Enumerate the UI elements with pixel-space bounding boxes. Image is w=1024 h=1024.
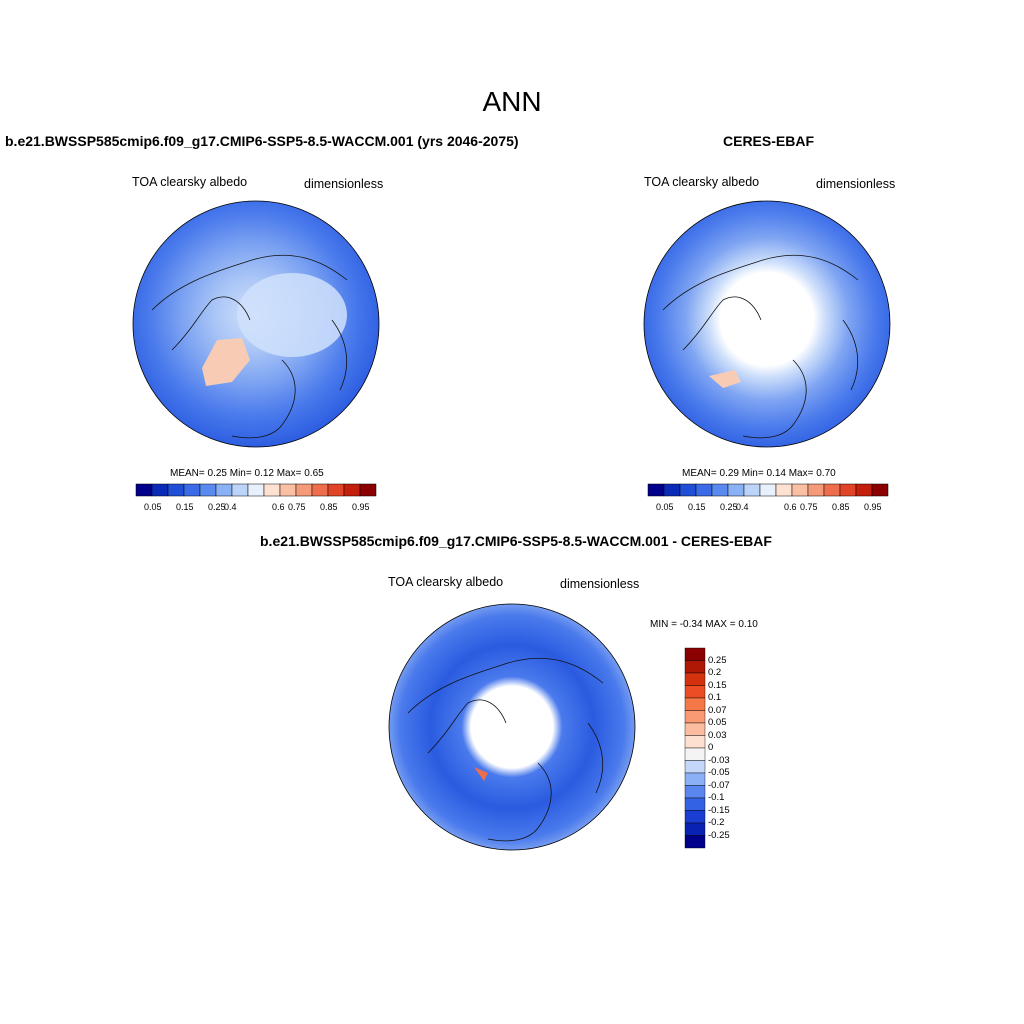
colorbar-swatch — [684, 685, 706, 699]
colorbar-tick-label: 0.07 — [708, 704, 727, 716]
colorbar-swatch — [684, 747, 706, 761]
colorbar-swatch — [871, 483, 889, 497]
panel3-colorbar — [684, 647, 706, 849]
colorbar-tick-label: 0.25 — [720, 502, 738, 512]
colorbar-swatch — [679, 483, 697, 497]
panel3-variable-label: TOA clearsky albedo — [388, 575, 504, 589]
panel2-stats: MEAN= 0.29 Min= 0.14 Max= 0.70 — [682, 468, 836, 479]
colorbar-tick-label: 0.03 — [708, 729, 727, 741]
colorbar-swatch — [327, 483, 345, 497]
colorbar-swatch — [743, 483, 761, 497]
colorbar-tick-label: -0.1 — [708, 792, 725, 803]
colorbar-tick-label: 0.6 — [784, 502, 797, 512]
colorbar-swatch — [684, 772, 706, 786]
colorbar-swatch — [183, 483, 201, 497]
colorbar-tick-label: 0.05 — [656, 502, 674, 512]
colorbar-swatch — [215, 483, 233, 497]
colorbar-swatch — [823, 483, 841, 497]
colorbar-swatch — [231, 483, 249, 497]
colorbar-tick-label: -0.07 — [708, 779, 730, 791]
colorbar-tick-label: 0.25 — [208, 502, 226, 512]
colorbar-swatch — [684, 722, 706, 736]
panel3-units-label: dimensionless — [560, 577, 640, 591]
colorbar-swatch — [279, 483, 297, 497]
colorbar-swatch — [684, 710, 706, 724]
colorbar-tick-label: 0.15 — [688, 502, 706, 512]
main-title: ANN — [482, 86, 542, 117]
panel1-variable-label: TOA clearsky albedo — [132, 175, 248, 189]
panel1-stats: MEAN= 0.25 Min= 0.12 Max= 0.65 — [170, 468, 324, 479]
colorbar-swatch — [343, 483, 361, 497]
colorbar-swatch — [263, 483, 281, 497]
colorbar-swatch — [151, 483, 169, 497]
colorbar-swatch — [684, 697, 706, 711]
colorbar-tick-label: 0.4 — [736, 502, 749, 512]
greenland-shape — [202, 338, 250, 386]
colorbar-swatch — [791, 483, 809, 497]
colorbar-swatch — [695, 483, 713, 497]
colorbar-tick-label: 0.85 — [320, 502, 338, 512]
colorbar-swatch — [663, 483, 681, 497]
colorbar-swatch — [807, 483, 825, 497]
panel1-title: b.e21.BWSSP585cmip6.f09_g17.CMIP6-SSP5-8… — [5, 133, 519, 149]
colorbar-tick-label: -0.25 — [708, 829, 730, 841]
colorbar-swatch — [684, 672, 706, 686]
colorbar-tick-label: -0.03 — [708, 754, 730, 766]
colorbar-tick-label: 0.1 — [708, 692, 722, 703]
colorbar-swatch — [759, 483, 777, 497]
colorbar-tick-label: 0.75 — [288, 502, 306, 512]
colorbar-swatch — [684, 660, 706, 674]
colorbar-tick-label: -0.05 — [708, 767, 730, 778]
colorbar-swatch — [839, 483, 857, 497]
colorbar-swatch — [684, 822, 706, 836]
colorbar-swatch — [727, 483, 745, 497]
colorbar-swatch — [684, 835, 706, 849]
colorbar-swatch — [295, 483, 313, 497]
panel2-units-label: dimensionless — [816, 177, 896, 191]
colorbar-tick-label: 0.85 — [832, 502, 850, 512]
colorbar-tick-label: 0.75 — [800, 502, 818, 512]
colorbar-tick-label: 0.4 — [224, 502, 237, 512]
panel1-polar-map — [132, 200, 380, 448]
colorbar-tick-label: 0.95 — [352, 502, 370, 512]
panel3-stats: MIN = -0.34 MAX = 0.10 — [650, 619, 758, 630]
panel2-title: CERES-EBAF — [723, 133, 815, 149]
colorbar-swatch — [199, 483, 217, 497]
colorbar-tick-label: 0.15 — [708, 679, 727, 691]
colorbar-tick-label: 0 — [708, 742, 714, 753]
colorbar-swatch — [167, 483, 185, 497]
colorbar-swatch — [711, 483, 729, 497]
panel1-units-label: dimensionless — [304, 177, 384, 191]
colorbar-tick-label: 0.05 — [144, 502, 162, 512]
colorbar-swatch — [855, 483, 873, 497]
panel2-variable-label: TOA clearsky albedo — [644, 175, 760, 189]
colorbar-swatch — [247, 483, 265, 497]
colorbar-tick-label: 0.6 — [272, 502, 285, 512]
colorbar-tick-label: 0.2 — [708, 667, 722, 678]
panel2-polar-map — [643, 200, 891, 448]
colorbar-swatch — [775, 483, 793, 497]
panel1-colorbar — [135, 483, 377, 497]
colorbar-swatch — [684, 647, 706, 661]
panel3-title: b.e21.BWSSP585cmip6.f09_g17.CMIP6-SSP5-8… — [260, 533, 772, 549]
colorbar-tick-label: 0.15 — [176, 502, 194, 512]
panel2-colorbar — [647, 483, 889, 497]
colorbar-swatch — [359, 483, 377, 497]
colorbar-swatch — [684, 735, 706, 749]
colorbar-swatch — [684, 760, 706, 774]
colorbar-tick-label: 0.05 — [708, 717, 727, 728]
colorbar-tick-label: 0.95 — [864, 502, 882, 512]
colorbar-swatch — [311, 483, 329, 497]
colorbar-swatch — [135, 483, 153, 497]
colorbar-tick-label: -0.2 — [708, 817, 725, 828]
colorbar-swatch — [647, 483, 665, 497]
greenland-shape — [709, 370, 741, 388]
colorbar-tick-label: 0.25 — [708, 654, 727, 666]
colorbar-swatch — [684, 810, 706, 824]
panel3-polar-map — [388, 603, 636, 851]
colorbar-tick-label: -0.15 — [708, 804, 730, 816]
colorbar-swatch — [684, 785, 706, 799]
colorbar-swatch — [684, 797, 706, 811]
